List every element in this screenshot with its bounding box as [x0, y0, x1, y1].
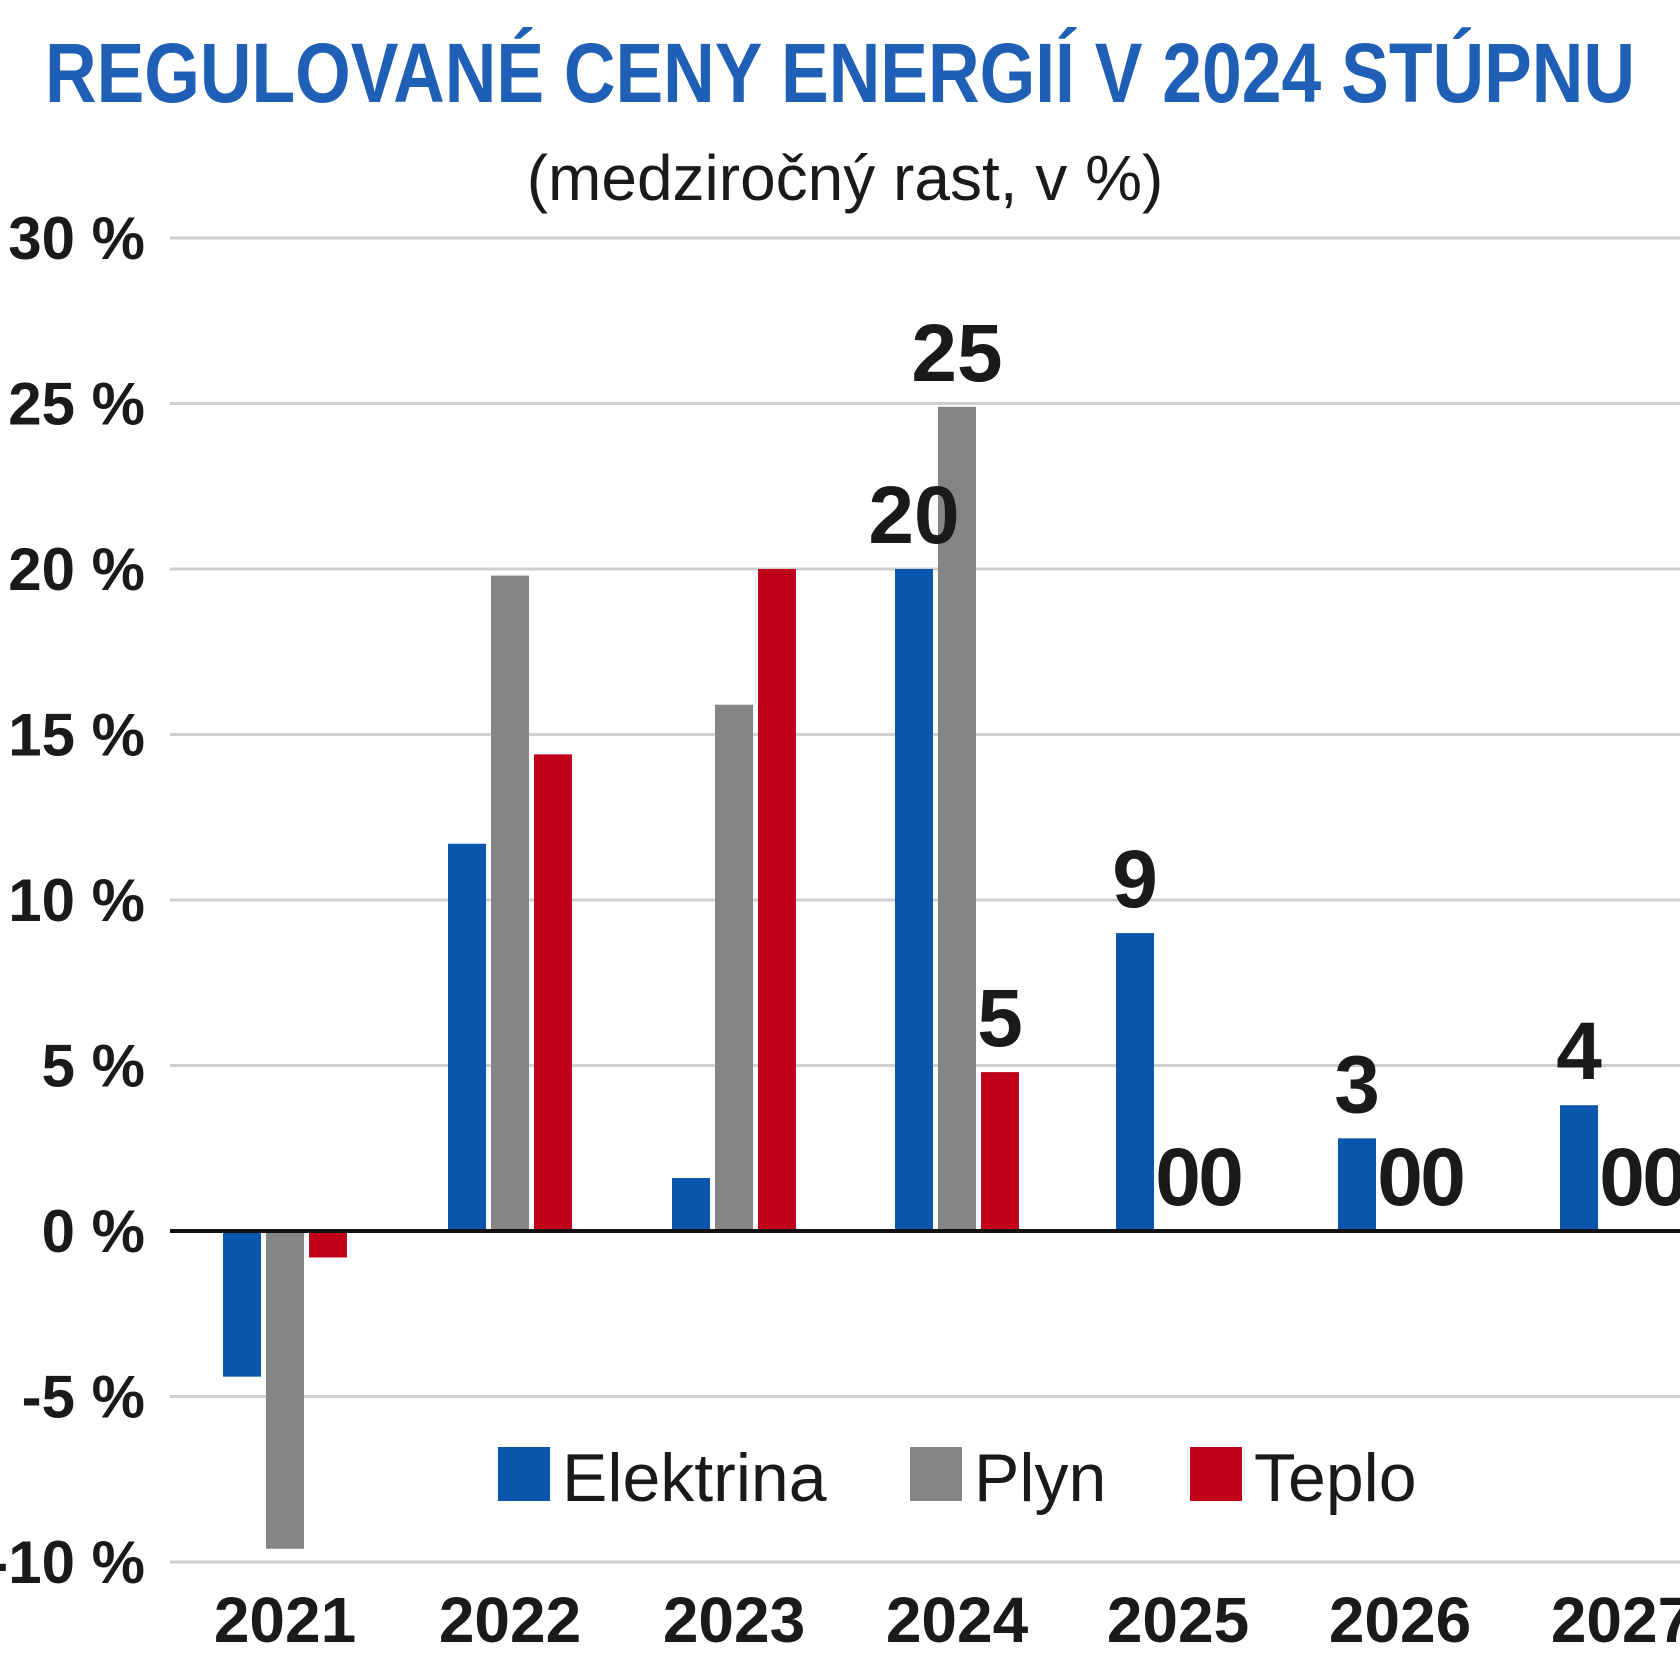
data-label: 5	[977, 973, 1023, 1064]
legend-swatch-elektrina	[498, 1447, 550, 1501]
legend-label-elektrina: Elektrina	[562, 1440, 827, 1516]
legend-label-plyn: Plyn	[974, 1440, 1106, 1516]
y-tick-label: -5 %	[22, 1364, 145, 1431]
data-label: 25	[911, 308, 1002, 399]
bar-plyn-2023	[715, 704, 753, 1231]
x-tick-label: 2022	[439, 1584, 581, 1656]
x-tick-label: 2027	[1551, 1584, 1680, 1656]
bar-elektrina-2024	[895, 569, 933, 1231]
x-tick-label: 2024	[886, 1584, 1029, 1656]
data-label: 0	[1155, 1132, 1201, 1223]
data-label: 20	[868, 470, 959, 561]
y-tick-label: 20 %	[8, 536, 145, 603]
y-tick-label: 5 %	[42, 1033, 145, 1100]
bar-elektrina-2027	[1560, 1105, 1598, 1231]
data-label: 0	[1599, 1132, 1645, 1223]
bar-elektrina-2022	[448, 843, 486, 1231]
data-label: 0	[1420, 1132, 1466, 1223]
bar-elektrina-2025	[1116, 933, 1154, 1231]
bar-elektrina-2026	[1338, 1138, 1376, 1231]
bar-elektrina-2023	[672, 1178, 710, 1231]
data-label: 3	[1334, 1039, 1380, 1130]
bar-elektrina-2021	[223, 1231, 261, 1377]
y-axis-tick-labels: 30 % 25 % 20 % 15 % 10 % 5 % 0 % -5 % -10 %	[0, 205, 145, 1596]
y-tick-label: -10 %	[0, 1529, 145, 1596]
legend-label-teplo: Teplo	[1254, 1440, 1417, 1516]
y-tick-label: 25 %	[8, 371, 145, 438]
legend: Elektrina Plyn Teplo	[498, 1440, 1417, 1516]
data-label: 9	[1112, 834, 1158, 925]
y-tick-label: 10 %	[8, 867, 145, 934]
legend-swatch-plyn	[910, 1447, 962, 1501]
x-tick-label: 2021	[214, 1584, 356, 1656]
bar-teplo-2023	[758, 569, 796, 1231]
data-label: 0	[1377, 1132, 1423, 1223]
data-label: 0	[1198, 1132, 1244, 1223]
x-tick-label: 2025	[1107, 1584, 1249, 1656]
x-tick-label: 2023	[663, 1584, 805, 1656]
bar-teplo-2024	[981, 1072, 1019, 1231]
x-axis-tick-labels: 2021 2022 2023 2024 2025 2026 2027	[214, 1584, 1680, 1656]
y-tick-label: 0 %	[42, 1198, 145, 1265]
data-label: 4	[1556, 1006, 1602, 1097]
x-tick-label: 2026	[1329, 1584, 1471, 1656]
data-label: 0	[1642, 1132, 1680, 1223]
bar-teplo-2021	[309, 1231, 347, 1258]
chart-title: REGULOVANÉ CENY ENERGIÍ V 2024 STÚPNU	[45, 26, 1635, 120]
bar-plyn-2022	[491, 575, 529, 1231]
y-tick-label: 30 %	[8, 205, 145, 272]
chart-subtitle: (medziročný rast, v %)	[527, 142, 1164, 214]
bar-plyn-2024	[938, 406, 976, 1231]
bars	[223, 406, 1598, 1549]
y-tick-label: 15 %	[8, 702, 145, 769]
legend-swatch-teplo	[1190, 1447, 1242, 1501]
bar-teplo-2022	[534, 754, 572, 1231]
bar-plyn-2021	[266, 1231, 304, 1549]
